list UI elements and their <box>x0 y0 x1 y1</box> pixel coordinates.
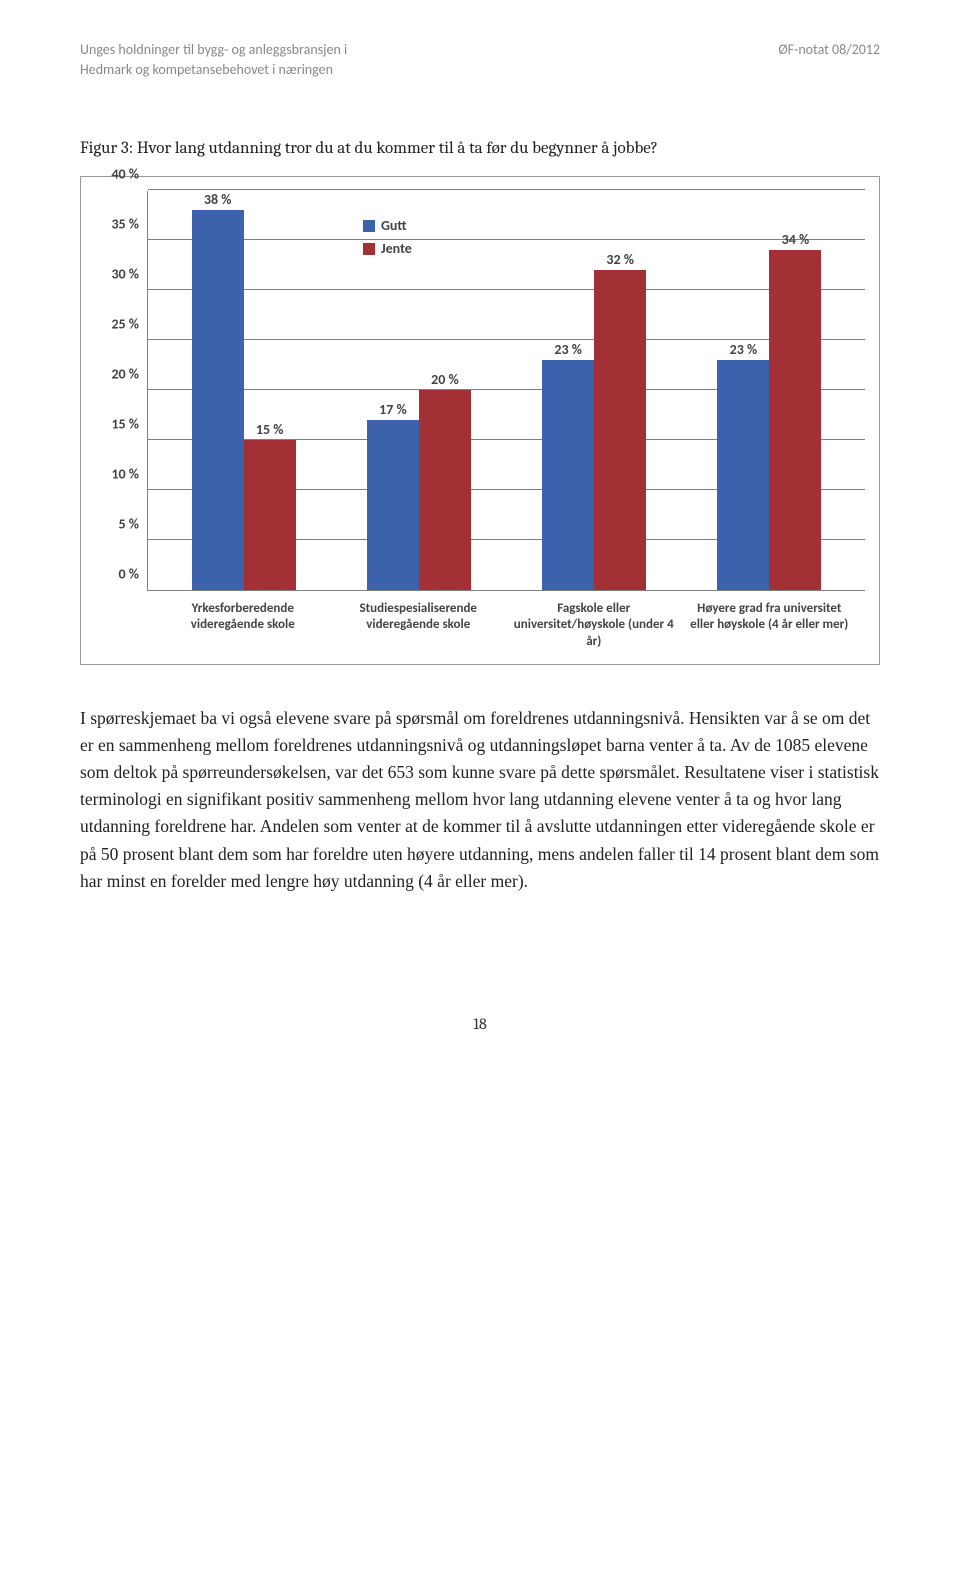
legend-swatch <box>363 220 375 232</box>
plot-row: 0 %5 %10 %15 %20 %25 %30 %35 %40 % 38 %1… <box>95 191 865 591</box>
chart-legend: Gutt Jente <box>363 217 412 257</box>
bar-wrap: 34 % <box>769 191 821 590</box>
bar-value-label: 23 % <box>554 341 582 358</box>
bar-value-label: 17 % <box>379 401 407 418</box>
chart-inner: 0 %5 %10 %15 %20 %25 %30 %35 %40 % 38 %1… <box>95 191 865 650</box>
bar-groups: 38 % 15 % 17 % 20 % 23 % 32 % 23 % 34 % <box>148 191 865 590</box>
bar-rect <box>542 360 594 590</box>
legend-label: Gutt <box>381 217 407 234</box>
header-right: ØF-notat 08/2012 <box>778 40 880 79</box>
x-axis-labels: Yrkesforberedende videregående skoleStud… <box>147 591 865 650</box>
y-tick-label: 20 % <box>111 366 139 383</box>
bar-value-label: 32 % <box>606 251 634 268</box>
y-tick-label: 0 % <box>119 566 139 583</box>
bar-wrap: 32 % <box>594 191 646 590</box>
bar-chart: 0 %5 %10 %15 %20 %25 %30 %35 %40 % 38 %1… <box>80 176 880 665</box>
x-axis-label: Fagskole eller universitet/høyskole (und… <box>506 601 682 650</box>
legend-item: Jente <box>363 240 412 257</box>
legend-swatch <box>363 243 375 255</box>
bar-wrap: 23 % <box>542 191 594 590</box>
bar-rect <box>419 390 471 590</box>
page-header: Unges holdninger til bygg- og anleggsbra… <box>80 40 880 79</box>
y-tick-label: 35 % <box>111 216 139 233</box>
bar-rect <box>594 270 646 590</box>
figure-caption: Figur 3: Hvor lang utdanning tror du at … <box>80 139 880 158</box>
bar-rect <box>244 440 296 590</box>
bar-group: 38 % 15 % <box>156 191 331 590</box>
bar-rect <box>717 360 769 590</box>
gridline <box>148 189 865 190</box>
legend-item: Gutt <box>363 217 412 234</box>
body-paragraph: I spørreskjemaet ba vi også elevene svar… <box>80 705 880 895</box>
x-axis-label: Høyere grad fra universitet eller høysko… <box>682 601 858 650</box>
legend-label: Jente <box>381 240 412 257</box>
bar-value-label: 34 % <box>782 231 810 248</box>
header-left-line2: Hedmark og kompetansebehovet i næringen <box>80 61 333 78</box>
y-tick-label: 25 % <box>111 316 139 333</box>
bar-group: 17 % 20 % <box>331 191 506 590</box>
bar-group: 23 % 34 % <box>682 191 857 590</box>
y-tick-label: 5 % <box>119 516 139 533</box>
x-axis-label: Studiespesialiserende videregående skole <box>331 601 507 650</box>
y-tick-label: 30 % <box>111 266 139 283</box>
bar-wrap: 20 % <box>419 191 471 590</box>
bar-value-label: 23 % <box>730 341 758 358</box>
y-tick-label: 10 % <box>111 466 139 483</box>
bar-rect <box>367 420 419 590</box>
bar-wrap: 23 % <box>717 191 769 590</box>
y-tick-label: 15 % <box>111 416 139 433</box>
plot-area: 38 % 15 % 17 % 20 % 23 % 32 % 23 % 34 % Gutt Jen… <box>147 191 865 591</box>
header-left-line1: Unges holdninger til bygg- og anleggsbra… <box>80 41 347 58</box>
bar-value-label: 38 % <box>204 191 232 208</box>
header-left: Unges holdninger til bygg- og anleggsbra… <box>80 40 347 79</box>
page-number: 18 <box>80 1015 880 1033</box>
bar-wrap: 38 % <box>192 191 244 590</box>
bar-rect <box>192 210 244 590</box>
y-axis: 0 %5 %10 %15 %20 %25 %30 %35 %40 % <box>95 191 147 591</box>
bar-value-label: 20 % <box>431 371 459 388</box>
x-axis-label: Yrkesforberedende videregående skole <box>155 601 331 650</box>
y-tick-label: 40 % <box>111 166 139 183</box>
bar-rect <box>769 250 821 590</box>
bar-value-label: 15 % <box>256 421 284 438</box>
bar-group: 23 % 32 % <box>507 191 682 590</box>
bar-wrap: 15 % <box>244 191 296 590</box>
